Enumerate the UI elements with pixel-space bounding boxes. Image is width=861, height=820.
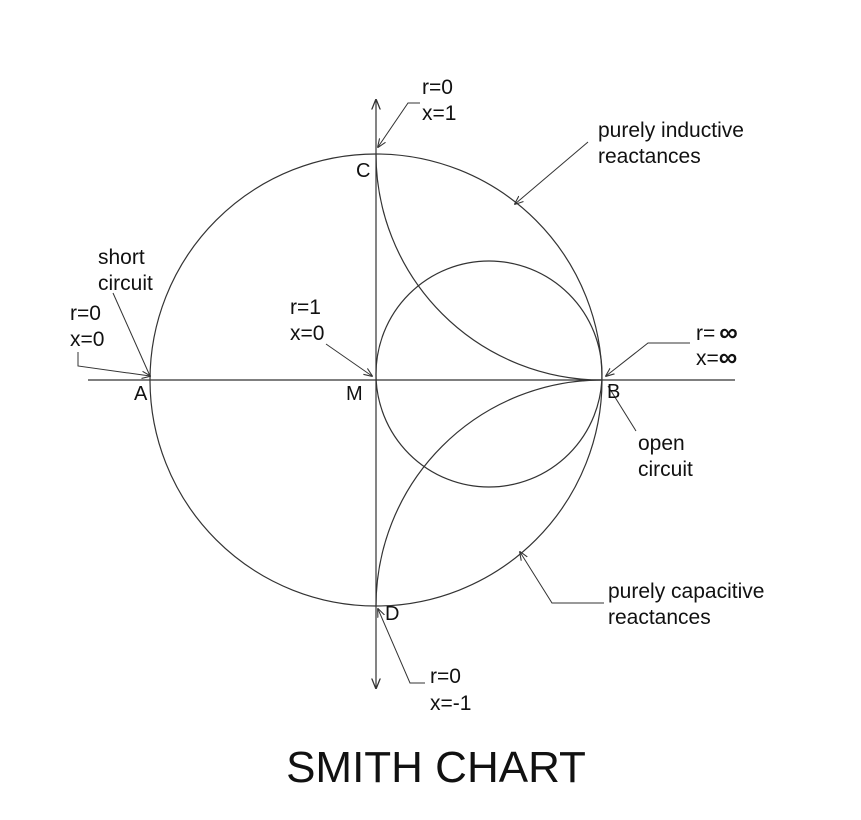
inductive-line2: reactances bbox=[598, 145, 701, 168]
d-r-value: r=0 bbox=[430, 665, 461, 688]
leader-open-circuit bbox=[607, 385, 637, 432]
m-r-value: r=1 bbox=[290, 296, 321, 319]
leader-c bbox=[378, 102, 420, 147]
chart-title: SMITH CHART bbox=[286, 743, 586, 792]
leader-capacitive bbox=[520, 552, 604, 604]
short-circuit-line1: short bbox=[98, 246, 145, 269]
leader-inductive bbox=[515, 141, 589, 204]
capacitive-line1: purely capacitive bbox=[608, 580, 764, 603]
x-equals-one-arc bbox=[375, 153, 603, 381]
leader-a bbox=[77, 352, 150, 376]
capacitive-line2: reactances bbox=[608, 606, 711, 629]
leader-b bbox=[606, 342, 690, 376]
c-x-value: x=1 bbox=[422, 102, 456, 125]
short-circuit-line2: circuit bbox=[98, 272, 153, 295]
open-circuit-line1: open bbox=[638, 432, 685, 455]
leader-d bbox=[378, 609, 425, 684]
point-b-label: B bbox=[607, 381, 620, 403]
point-d-label: D bbox=[385, 603, 399, 625]
inductive-line1: purely inductive bbox=[598, 119, 744, 142]
point-m-label: M bbox=[346, 383, 363, 405]
leader-lines bbox=[77, 102, 690, 684]
b-r-value: r= ∞ bbox=[696, 317, 738, 347]
annotations: short circuit r=0 x=0 r=1 x=0 r=0 x=1 pu… bbox=[70, 76, 764, 715]
c-r-value: r=0 bbox=[422, 76, 453, 99]
x-equals-minus-one-arc bbox=[375, 379, 603, 607]
open-circuit-line2: circuit bbox=[638, 458, 693, 481]
b-x-value: x=∞ bbox=[696, 342, 737, 372]
r-equals-one-circle bbox=[375, 260, 603, 488]
leader-short-circuit bbox=[112, 292, 151, 377]
a-r-value: r=0 bbox=[70, 302, 101, 325]
point-a-label: A bbox=[134, 383, 148, 405]
m-x-value: x=0 bbox=[290, 322, 324, 345]
leader-m bbox=[325, 343, 372, 376]
point-labels: A B C D M bbox=[134, 160, 620, 625]
chart-geometry bbox=[88, 100, 735, 688]
point-c-label: C bbox=[356, 160, 370, 182]
a-x-value: x=0 bbox=[70, 328, 104, 351]
d-x-value: x=-1 bbox=[430, 692, 471, 715]
